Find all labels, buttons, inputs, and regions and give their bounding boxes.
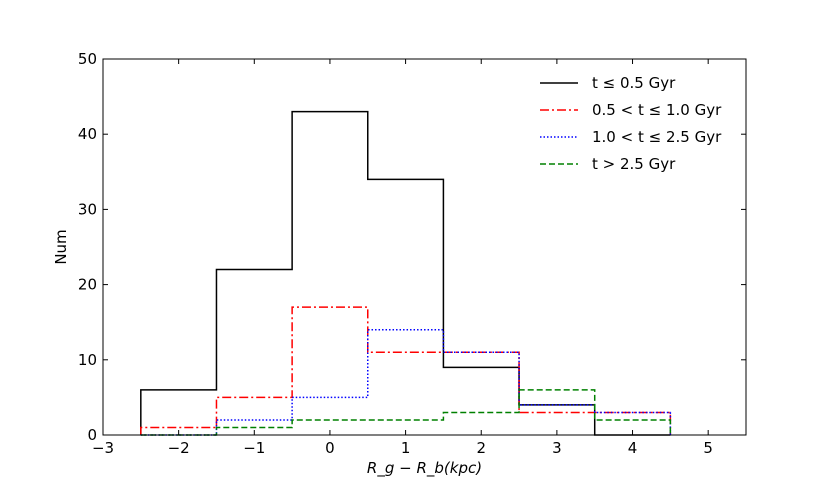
legend-label-0: t ≤ 0.5 Gyr	[592, 74, 676, 92]
x-tick-label: 0	[325, 439, 335, 457]
x-tick-label: 1	[401, 439, 411, 457]
x-tick-label: −2	[168, 439, 190, 457]
legend-label-3: t > 2.5 Gyr	[592, 155, 676, 173]
x-tick-label: −3	[92, 439, 114, 457]
y-tick-label: 40	[78, 125, 97, 143]
series-line-3	[140, 389, 672, 436]
y-tick-label: 0	[87, 426, 97, 444]
y-axis-label: Num	[52, 229, 70, 264]
series-layer	[140, 110, 672, 436]
y-tick-label: 30	[78, 200, 97, 218]
y-tick-label: 10	[78, 351, 97, 369]
x-tick-label: 2	[476, 439, 486, 457]
x-tick-label: 4	[628, 439, 638, 457]
legend-label-1: 0.5 < t ≤ 1.0 Gyr	[592, 101, 722, 119]
axes-frame	[102, 58, 747, 436]
x-tick-label: 3	[552, 439, 562, 457]
y-tick-label: 20	[78, 276, 97, 294]
legend-label-2: 1.0 < t ≤ 2.5 Gyr	[592, 128, 722, 146]
x-tick-label: 5	[703, 439, 713, 457]
x-tick-label: −1	[243, 439, 265, 457]
y-tick-label: 50	[78, 50, 97, 68]
legend: t ≤ 0.5 Gyr 0.5 < t ≤ 1.0 Gyr 1.0 < t ≤ 2.…	[540, 74, 722, 173]
series-line-2	[140, 328, 672, 436]
x-axis-label: R_g − R_b(kpc)	[367, 459, 482, 478]
